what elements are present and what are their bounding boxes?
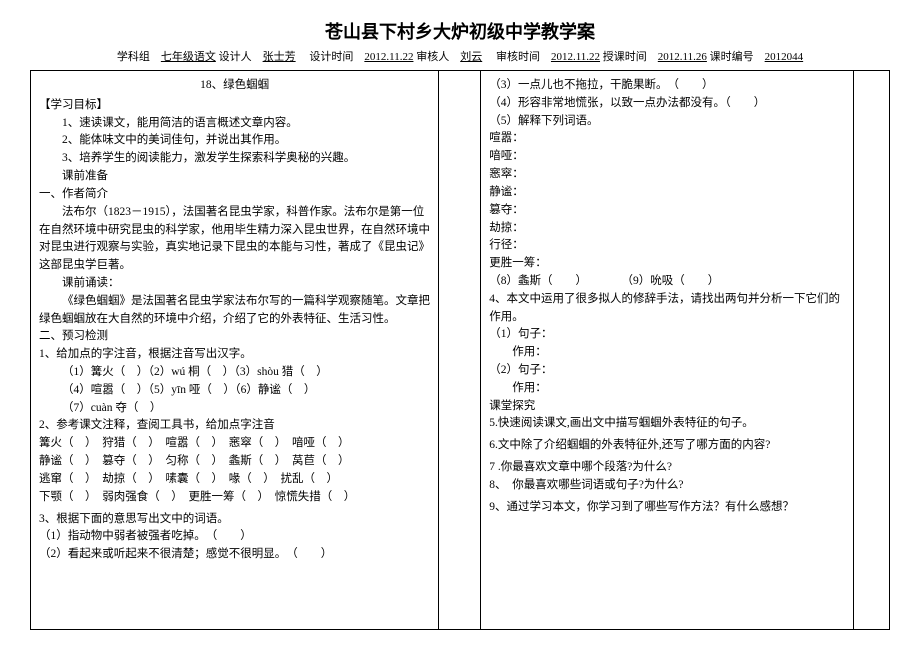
w2: 喑哑：: [489, 148, 845, 166]
q4b2: 作用：: [489, 380, 845, 398]
q1c: （7）cuàn 夺（ ）: [39, 400, 430, 418]
w7: 行径：: [489, 237, 845, 255]
q4b: （2）句子：: [489, 362, 845, 380]
q2c: 逃窜（ ） 劫掠（ ） 嗉囊（ ） 喙（ ） 扰乱（ ）: [39, 471, 430, 489]
preread-text: 《绿色蝈蝈》是法国著名昆虫学家法布尔写的一篇科学观察随笔。文章把绿色蝈蝈放在大自…: [39, 293, 430, 329]
w9: （8）螽斯（ ） （9）吮吸（ ）: [489, 273, 845, 291]
content-table: 18、绿色蝈蝈 【学习目标】 1、速读课文，能用简洁的语言概述文章内容。 2、能…: [30, 70, 890, 630]
q3a: （1）指动物中弱者被强者吃掉。 （ ）: [39, 528, 430, 546]
r4: （4）形容非常地慌张，以致一点办法都没有。（ ）: [489, 95, 845, 113]
goal-heading: 【学习目标】: [39, 97, 430, 115]
q3: 3、根据下面的意思写出文中的词语。: [39, 511, 430, 529]
q4a: （1）句子：: [489, 326, 845, 344]
w4: 静谧：: [489, 184, 845, 202]
prep-heading: 课前准备: [39, 168, 430, 186]
q9: 9、通过学习本文，你学习到了哪些写作方法？有什么感想？: [489, 499, 845, 517]
q1: 1、给加点的字注音，根据注音写出汉字。: [39, 346, 430, 364]
w6: 劫掠：: [489, 220, 845, 238]
q4: 4、本文中运用了很多拟人的修辞手法，请找出两句并分析一下它们的作用。: [489, 291, 845, 327]
q2: 2、参考课文注释，查阅工具书，给加点字注音: [39, 417, 430, 435]
author-text: 法布尔（1823－1915），法国著名昆虫学家，科普作家。法布尔是第一位在自然环…: [39, 204, 430, 275]
far-column: [853, 71, 889, 629]
explore-heading: 课堂探究: [489, 398, 845, 416]
q5: 5.快速阅读课文,画出文中描写蝈蝈外表特征的句子。: [489, 415, 845, 433]
q2a: 篝火（ ） 狩猎（ ） 喧嚣（ ） 窸窣（ ） 喑哑（ ）: [39, 435, 430, 453]
w8: 更胜一筹：: [489, 255, 845, 273]
goal-2: 2、能体味文中的美词佳句，并说出其作用。: [39, 132, 430, 150]
q1b: （4）喧嚣（ ）（5）yīn 哑（ ）（6）静谧（ ）: [39, 382, 430, 400]
q7: 7 .你最喜欢文章中哪个段落?为什么?: [489, 459, 845, 477]
lesson-title: 18、绿色蝈蝈: [39, 77, 430, 95]
r5: （5）解释下列词语。: [489, 113, 845, 131]
pretest-heading: 二、预习检测: [39, 328, 430, 346]
q8: 8、 你最喜欢哪些词语或句子?为什么?: [489, 477, 845, 495]
r3: （3）一点儿也不拖拉，干脆果断。 （ ）: [489, 77, 845, 95]
w5: 篡夺：: [489, 202, 845, 220]
q2d: 下颚（ ） 弱肉强食（ ） 更胜一筹（ ） 惊慌失措（ ）: [39, 489, 430, 507]
q4a2: 作用：: [489, 344, 845, 362]
w3: 窸窣：: [489, 166, 845, 184]
meta-line: 学科组 七年级语文 设计人 张士芳 设计时间 2012.11.22 审核人 刘云…: [0, 48, 920, 64]
right-column: （3）一点儿也不拖拉，干脆果断。 （ ） （4）形容非常地慌张，以致一点办法都没…: [481, 71, 853, 629]
left-column: 18、绿色蝈蝈 【学习目标】 1、速读课文，能用简洁的语言概述文章内容。 2、能…: [31, 71, 439, 629]
preread-heading: 课前诵读：: [39, 275, 430, 293]
author-heading: 一、作者简介: [39, 186, 430, 204]
q6: 6.文中除了介绍蝈蝈的外表特征外,还写了哪方面的内容?: [489, 437, 845, 455]
goal-1: 1、速读课文，能用简洁的语言概述文章内容。: [39, 115, 430, 133]
w1: 喧嚣：: [489, 130, 845, 148]
q2b: 静谧（ ） 篡夺（ ） 匀称（ ） 螽斯（ ） 莴苣（ ）: [39, 453, 430, 471]
goal-3: 3、培养学生的阅读能力，激发学生探索科学奥秘的兴趣。: [39, 150, 430, 168]
q3b: （2）看起来或听起来不很清楚；感觉不很明显。 （ ）: [39, 546, 430, 564]
page-title: 苍山县下村乡大炉初级中学教学案: [0, 18, 920, 44]
mid-column: [439, 71, 481, 629]
q1a: （1）篝火（ ）（2）wú 桐（ ）（3）shòu 猎（ ）: [39, 364, 430, 382]
